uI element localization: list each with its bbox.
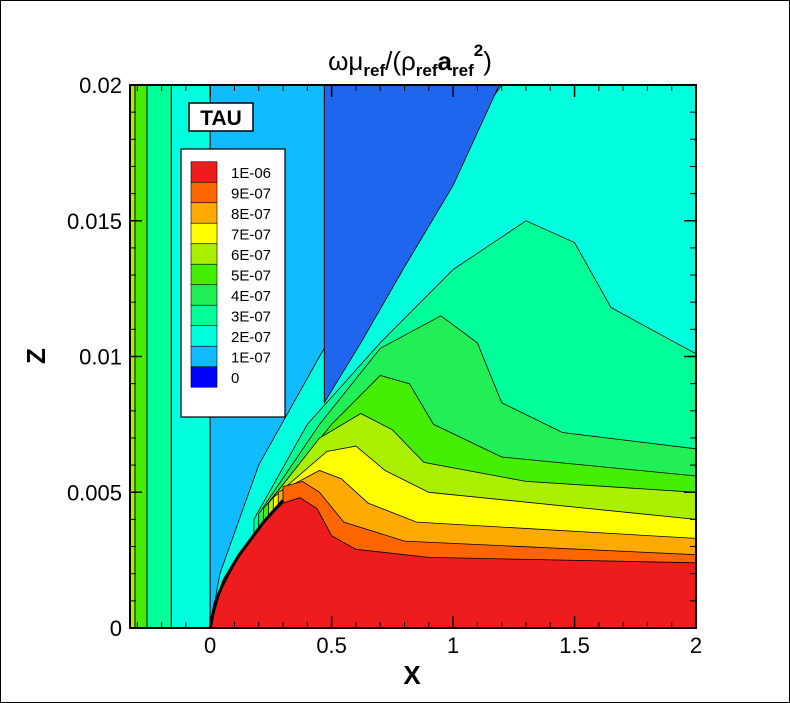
title-mid: /(ρ bbox=[385, 46, 416, 76]
title-sup: 2 bbox=[474, 41, 483, 60]
legend: 1E-06 9E-07 8E-07 7E-07 6E-07 5E-07 4E-07 3E-07… bbox=[191, 162, 271, 388]
x-tick-label: 1 bbox=[447, 633, 459, 658]
legend-label: 9E-07 bbox=[231, 186, 271, 203]
legend-swatch bbox=[191, 326, 217, 347]
band-seafoam-left-strip bbox=[147, 85, 171, 628]
legend-swatch bbox=[191, 264, 217, 285]
legend-swatch bbox=[191, 203, 217, 224]
x-tick-label: 1.5 bbox=[559, 633, 590, 658]
x-tick-label: 0 bbox=[204, 633, 216, 658]
contour-chart: ωμref/(ρrefaref2) 0 0.5 1 1.5 2 00.0050.010.… bbox=[0, 0, 790, 703]
legend-label: 5E-07 bbox=[231, 268, 271, 285]
annotation-text: TAU bbox=[200, 107, 242, 130]
legend-label: 3E-07 bbox=[231, 309, 271, 326]
chart-title: ωμref/(ρrefaref2) bbox=[328, 41, 492, 80]
legend-label: 1E-06 bbox=[231, 165, 271, 182]
legend-swatch bbox=[191, 162, 217, 183]
x-tick-label: 2 bbox=[690, 633, 702, 658]
legend-label: 2E-07 bbox=[231, 329, 271, 346]
legend-swatch bbox=[191, 346, 217, 367]
y-tick-label: 0.02 bbox=[79, 73, 122, 98]
x-axis-title: X bbox=[403, 660, 421, 690]
legend-swatch bbox=[191, 182, 217, 203]
legend-swatch bbox=[191, 223, 217, 244]
legend-label: 7E-07 bbox=[231, 227, 271, 244]
legend-label: 8E-07 bbox=[231, 206, 271, 223]
title-close: ) bbox=[483, 46, 492, 76]
x-tick-label: 0.5 bbox=[316, 633, 347, 658]
y-tick-label: 0.015 bbox=[67, 209, 122, 234]
title-sub1: ref bbox=[363, 61, 385, 80]
legend-swatch bbox=[191, 367, 217, 388]
y-tick-label: 0 bbox=[110, 616, 122, 641]
title-main: ωμ bbox=[328, 46, 363, 76]
y-tick-label: 0.01 bbox=[79, 345, 122, 370]
legend-swatch bbox=[191, 244, 217, 265]
title-a: a bbox=[438, 46, 453, 76]
legend-label: 6E-07 bbox=[231, 247, 271, 264]
legend-label: 4E-07 bbox=[231, 288, 271, 305]
title-sub2: ref bbox=[416, 61, 438, 80]
legend-swatch bbox=[191, 305, 217, 326]
legend-swatch bbox=[191, 285, 217, 306]
y-axis-title: Z bbox=[21, 348, 51, 364]
legend-label: 0 bbox=[231, 370, 239, 387]
title-sub3: ref bbox=[452, 61, 474, 80]
legend-label: 1E-07 bbox=[231, 350, 271, 367]
y-tick-label: 0.005 bbox=[67, 480, 122, 505]
